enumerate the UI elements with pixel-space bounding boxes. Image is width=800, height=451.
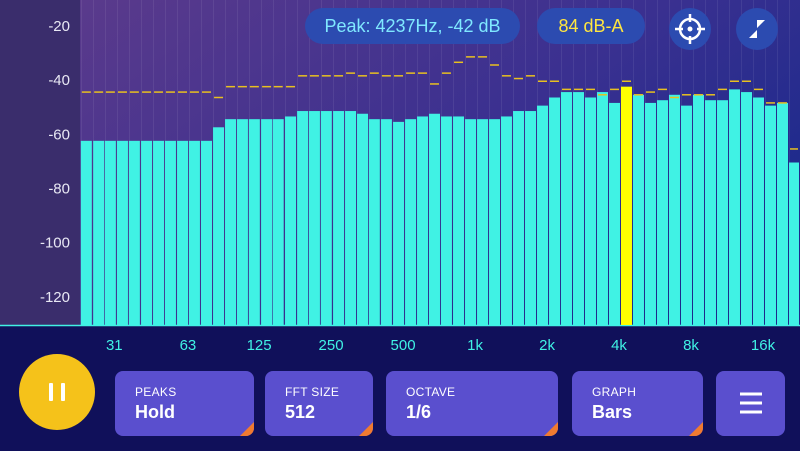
control-value: Hold <box>135 402 175 422</box>
x-tick-label: 125 <box>247 337 272 354</box>
bar <box>308 111 320 326</box>
bar <box>788 162 799 325</box>
bar <box>213 127 225 326</box>
x-tick-label: 63 <box>180 337 197 354</box>
bar <box>428 113 440 325</box>
y-tick-label: -40 <box>48 72 70 89</box>
bar <box>716 100 728 325</box>
x-tick-label: 500 <box>391 337 416 354</box>
bar <box>776 102 788 326</box>
bar <box>561 92 572 325</box>
bar <box>525 111 537 326</box>
bar <box>333 111 345 326</box>
bar <box>680 105 692 325</box>
bar <box>188 140 200 325</box>
bar <box>248 119 260 326</box>
bar <box>740 92 752 325</box>
bar <box>573 92 585 325</box>
bar <box>608 102 620 326</box>
y-tick-label: -80 <box>48 181 70 198</box>
control-button[interactable]: FFT SIZE 512 <box>265 371 373 436</box>
control-label: FFT SIZE <box>285 385 340 399</box>
x-tick-label: 2k <box>539 337 555 354</box>
bar <box>477 119 489 326</box>
corner-mark <box>544 422 558 436</box>
bar <box>632 94 644 326</box>
y-tick-label: -20 <box>48 18 70 35</box>
y-tick-label: -60 <box>48 126 70 143</box>
y-tick-label: -100 <box>40 235 70 252</box>
bar <box>513 111 525 326</box>
bar <box>141 140 153 325</box>
bar <box>549 97 561 325</box>
bar <box>440 116 452 325</box>
control-label: GRAPH <box>592 385 637 399</box>
bar <box>93 140 105 325</box>
bar <box>380 119 392 326</box>
bar <box>405 119 417 326</box>
bar <box>596 92 608 325</box>
bar <box>272 119 284 326</box>
bar <box>116 140 128 325</box>
bar <box>285 116 297 325</box>
corner-mark <box>240 422 254 436</box>
bar <box>453 116 465 325</box>
bar <box>345 111 357 326</box>
menu-button[interactable] <box>716 371 785 436</box>
menu-icon <box>740 392 762 414</box>
bar <box>537 105 549 325</box>
bar <box>584 97 596 325</box>
level-readout: 84 dB-A <box>537 8 645 44</box>
bar <box>357 113 369 325</box>
bar <box>236 119 248 326</box>
x-tick-label: 16k <box>751 337 776 354</box>
plot-lines <box>80 0 800 326</box>
bar <box>465 119 477 326</box>
x-tick-label: 4k <box>611 337 627 354</box>
bar <box>620 86 632 326</box>
control-button[interactable]: PEAKS Hold <box>115 371 254 436</box>
control-button[interactable]: GRAPH Bars <box>572 371 703 436</box>
bar <box>704 100 716 325</box>
control-value: 1/6 <box>406 402 432 422</box>
bar <box>656 100 668 325</box>
control-button[interactable]: OCTAVE 1/6 <box>386 371 558 436</box>
bar <box>489 119 501 326</box>
bar <box>80 140 92 325</box>
bar <box>261 119 273 326</box>
bar <box>297 111 309 326</box>
x-tick-label: 8k <box>683 337 699 354</box>
bar <box>764 105 776 325</box>
bar <box>500 116 512 325</box>
bar <box>201 140 213 325</box>
peak-readout: Peak: 4237Hz, -42 dB <box>305 8 520 44</box>
x-tick-label: 1k <box>467 337 483 354</box>
bar <box>692 94 704 326</box>
bar <box>225 119 237 326</box>
corner-mark <box>689 422 703 436</box>
control-value: Bars <box>592 402 633 422</box>
control-label: OCTAVE <box>406 385 456 399</box>
bar <box>393 121 405 325</box>
bar <box>668 94 680 326</box>
bar <box>177 140 189 325</box>
axis-panel <box>0 0 80 326</box>
bar <box>417 116 429 325</box>
bar <box>128 140 140 325</box>
bar <box>644 102 656 326</box>
bar <box>320 111 332 326</box>
control-label: PEAKS <box>135 385 177 399</box>
x-tick-label: 250 <box>319 337 344 354</box>
bar <box>752 97 764 325</box>
bar <box>153 140 165 325</box>
corner-mark <box>359 422 373 436</box>
bar <box>368 119 380 326</box>
bar <box>164 140 176 325</box>
bar <box>728 89 740 325</box>
y-tick-label: -120 <box>40 289 70 306</box>
x-tick-label: 31 <box>106 337 123 354</box>
control-value: 512 <box>285 402 316 422</box>
bar <box>104 140 116 325</box>
